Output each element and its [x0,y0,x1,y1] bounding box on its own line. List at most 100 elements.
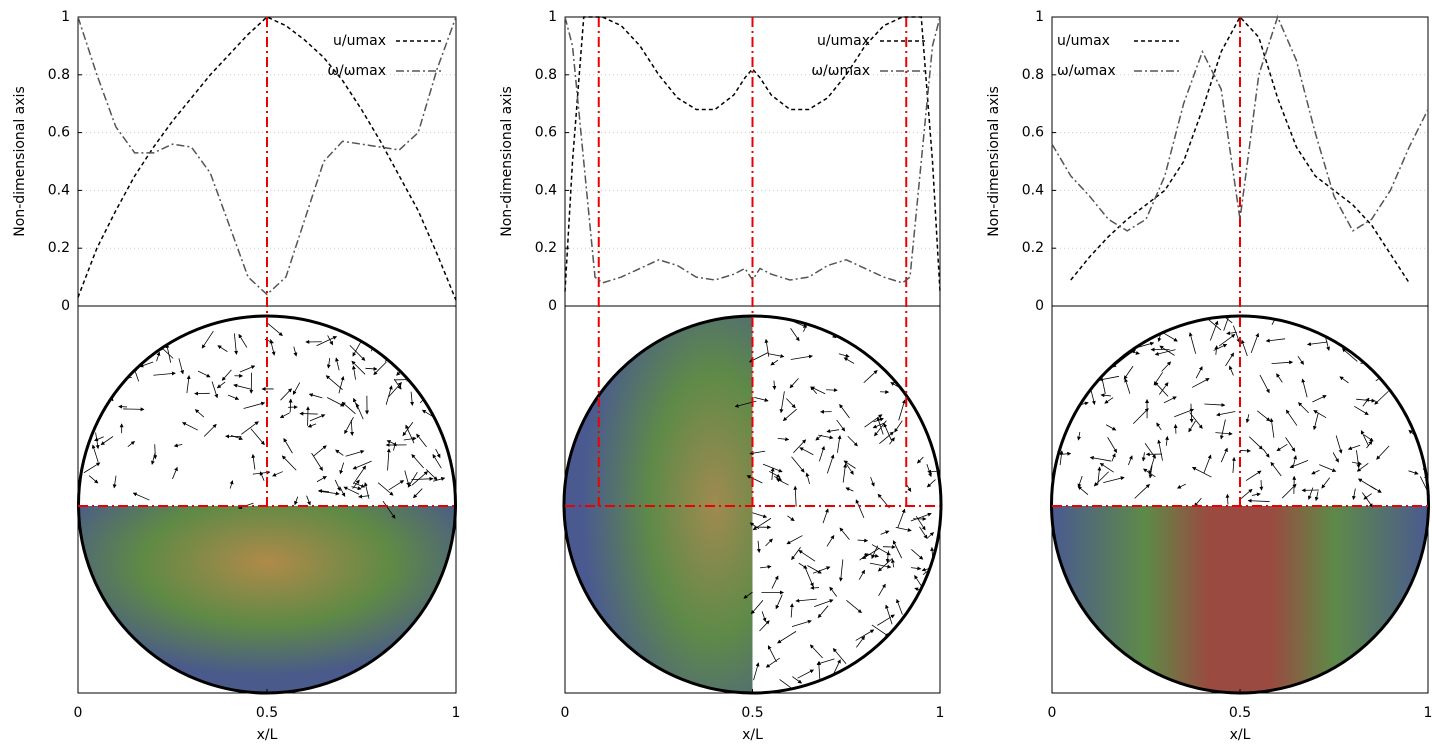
y-axis-label: Non-dimensional axis [499,86,515,236]
streamline-field [79,506,456,695]
flow-arrow [438,330,442,338]
flow-arrow [402,354,407,367]
flow-arrow [1314,413,1318,430]
x-tick-label: 0 [1048,705,1057,721]
x-tick-label: 1 [1424,705,1432,721]
flow-arrow [899,400,905,420]
flow-arrow [1087,360,1095,369]
flow-arrow [1290,460,1308,467]
flow-arrow [280,413,289,418]
flow-arrow [1356,450,1358,467]
x-tick-label: 0.5 [256,705,278,721]
flow-arrow [1316,491,1318,500]
streamline-field [1052,506,1429,695]
flow-arrow [202,331,213,348]
flow-arrow [404,438,416,440]
flow-arrow [342,402,355,414]
y-tick-label: 1 [548,9,557,25]
flow-arrow [125,333,139,338]
flow-arrow [1277,374,1283,383]
flow-arrow [1162,362,1171,372]
flow-arrow [1193,467,1212,477]
flow-arrow [351,420,352,435]
flow-arrow [241,422,258,435]
flow-arrow [795,486,796,506]
flow-arrow [295,497,298,505]
flow-arrow [1048,426,1059,428]
flow-arrow [1354,406,1368,414]
flow-arrow [317,476,326,481]
x-axis-label: x/L [1230,727,1251,743]
flow-arrow [153,373,175,375]
flow-arrow [335,480,340,491]
flow-arrow [1260,375,1269,393]
y-tick-label: 0 [548,298,557,314]
flow-arrow [912,372,913,387]
flow-arrow [1344,341,1361,343]
flow-arrow [798,670,814,678]
flow-arrow [933,642,935,657]
flow-arrow [892,559,893,567]
flow-arrow [895,421,903,432]
flow-arrow [1249,437,1262,449]
flow-arrow [1257,411,1270,421]
flow-arrow [846,600,861,612]
flow-arrow [1363,398,1369,406]
flow-arrow [1164,397,1176,403]
flow-arrow [406,312,407,324]
flow-arrow [791,604,792,618]
flow-arrow [386,386,392,405]
y-tick-label: 0.4 [1022,182,1044,198]
flow-arrow [811,387,825,394]
flow-arrow [1286,410,1297,425]
flow-arrow [807,473,810,484]
flow-arrow [819,446,824,461]
flow-arrow [1060,451,1062,465]
flow-arrow [281,389,292,400]
flow-arrow [916,516,925,530]
flow-arrow [1340,377,1348,383]
flow-arrow [389,481,404,490]
flow-arrow [1143,452,1144,461]
flow-arrow [309,394,322,398]
flow-arrow [937,619,951,634]
flow-arrow [179,358,183,373]
flow-arrow [1155,382,1168,396]
flow-arrow [805,566,813,586]
flow-arrow [1348,445,1360,449]
flow-arrow [859,570,864,579]
flow-arrow [1309,488,1313,500]
flow-arrow [929,577,937,588]
flow-arrow [817,659,834,664]
flow-arrow [883,336,892,353]
flow-arrow [1308,342,1328,344]
flow-arrow [892,678,905,688]
y-tick-label: 0.2 [535,240,557,256]
flow-arrow [1312,396,1326,402]
flow-arrow [917,457,923,463]
flow-arrow [936,392,937,412]
flow-arrow [898,509,905,528]
flow-arrow [1314,410,1326,417]
flow-arrow [818,606,828,618]
flow-arrow [1102,322,1117,336]
flow-arrow [1092,317,1097,323]
flow-arrow [1103,477,1124,482]
y-tick-label: 0.6 [1022,125,1044,141]
flow-arrow [339,377,343,394]
y-tick-label: 1 [61,9,70,25]
flow-arrow [412,472,428,486]
x-tick-label: 0 [561,705,570,721]
flow-arrow [1221,448,1227,462]
x-axis-label: x/L [257,727,278,743]
flow-arrow [327,398,344,407]
flow-arrow [1246,471,1261,481]
flow-arrow [124,326,137,328]
flow-arrow [792,621,811,627]
flow-arrow [1277,444,1287,450]
flow-arrow [792,457,805,472]
flow-arrow [1216,346,1217,355]
flow-arrow [317,336,337,345]
flow-arrow [228,395,238,399]
